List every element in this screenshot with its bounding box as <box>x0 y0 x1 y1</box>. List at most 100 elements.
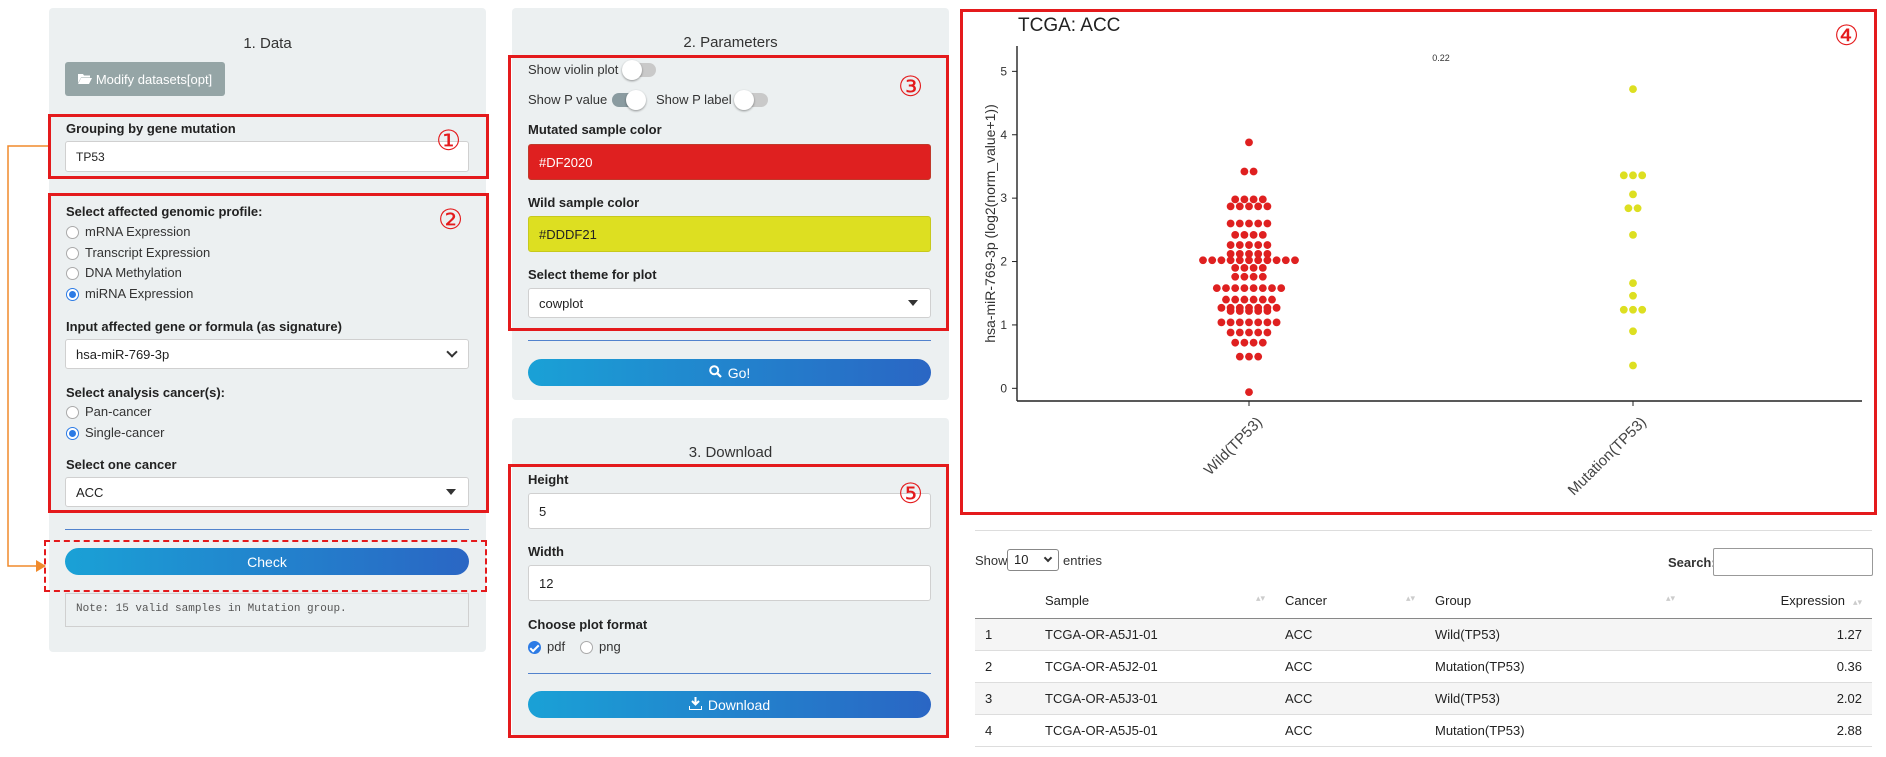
divider <box>528 673 931 674</box>
data-point <box>1281 256 1290 265</box>
divider <box>65 529 469 530</box>
data-point <box>1217 256 1226 265</box>
data-point <box>1249 195 1258 204</box>
data-point <box>1245 241 1253 249</box>
table-row[interactable]: 4 TCGA-OR-A5J5-01 ACC Mutation(TP53) 2.88 <box>975 714 1872 747</box>
entries-select[interactable]: 10 <box>1007 549 1059 571</box>
annotation-arrow <box>7 145 48 572</box>
data-point <box>1240 195 1249 204</box>
signature-select[interactable]: hsa-miR-769-3p <box>65 339 469 369</box>
results-table: Sample ▴▾ Cancer ▴▾ Group ▴▾ Expression ▴▾ 1 TCG… <box>975 584 1872 747</box>
profile-radio-2[interactable] <box>66 267 79 280</box>
table-row[interactable]: 3 TCGA-OR-A5J3-01 ACC Wild(TP53) 2.02 <box>975 682 1872 715</box>
mutated-color-input[interactable]: #DF2020 <box>528 144 931 180</box>
height-input[interactable]: 5 <box>528 493 931 529</box>
theme-value: cowplot <box>539 295 584 311</box>
column-header[interactable] <box>975 584 1035 619</box>
profile-option-label: Transcript Expression <box>85 244 211 260</box>
wild-color-value: #DDDF21 <box>539 226 597 242</box>
search-label: Search: <box>1668 555 1716 570</box>
gene-input[interactable]: TP53 <box>65 141 469 172</box>
profile-radio-3[interactable] <box>66 287 79 301</box>
analysis-option-label: Pan-cancer <box>85 404 152 419</box>
data-point <box>1240 284 1249 293</box>
download-panel-title: 3. Download <box>688 444 773 461</box>
table-row[interactable]: 1 TCGA-OR-A5J1-01 ACC Wild(TP53) 1.27 <box>975 618 1872 651</box>
table-cell: 0.36 <box>1685 650 1872 683</box>
data-point <box>1254 250 1263 258</box>
data-point <box>1272 256 1281 265</box>
data-point <box>1258 263 1267 272</box>
data-point <box>1226 307 1235 315</box>
check-button[interactable]: Check <box>65 548 469 575</box>
pvalue-label: Show P value <box>528 92 608 107</box>
wild-color-input[interactable]: #DDDF21 <box>528 216 931 252</box>
width-input[interactable]: 12 <box>528 565 931 601</box>
profile-option-label: miRNA Expression <box>85 285 194 301</box>
column-header[interactable]: Group ▴▾ <box>1425 584 1685 619</box>
column-header[interactable]: Cancer ▴▾ <box>1275 584 1425 619</box>
data-point <box>1258 338 1267 347</box>
data-point <box>1263 256 1272 265</box>
cancer-select[interactable]: ACC <box>65 477 469 507</box>
plabel-toggle[interactable] <box>734 90 768 110</box>
mutated-color-value: #DF2020 <box>539 154 593 170</box>
violin-toggle[interactable] <box>622 60 656 80</box>
profile-radio-0[interactable] <box>66 226 79 239</box>
profile-option-label: mRNA Expression <box>85 224 191 239</box>
data-point <box>1245 388 1253 397</box>
annotation-marker-1: ① <box>436 124 462 157</box>
analysis-label: Select analysis cancer(s): <box>66 385 225 400</box>
analysis-radio-1[interactable] <box>66 426 79 440</box>
cancer-value: ACC <box>76 484 104 500</box>
modify-datasets-button[interactable]: Modify datasets[opt] <box>65 62 225 96</box>
data-point <box>1263 328 1272 337</box>
format-option-png[interactable] <box>580 641 593 654</box>
data-point <box>1263 250 1272 258</box>
data-point <box>1240 272 1249 281</box>
download-button[interactable]: Download <box>528 691 931 718</box>
table-search-input[interactable] <box>1713 548 1873 576</box>
data-point <box>1226 241 1235 249</box>
data-point <box>1629 327 1637 336</box>
column-header[interactable]: Expression ▴▾ <box>1685 584 1872 619</box>
data-point <box>1629 85 1637 94</box>
data-point <box>1231 284 1240 293</box>
dot-plot-chart: TCGA: ACC 0 1 2 3 4 5 hsa-miR-769-3p (log2(nor… <box>982 15 1862 499</box>
signature-label: Input affected gene or formula (as signa… <box>66 319 342 334</box>
download-button-label: Download <box>707 696 771 713</box>
entries-label: entries <box>1063 553 1103 568</box>
annotation-marker-2: ② <box>438 203 464 236</box>
search-icon <box>708 364 722 381</box>
theme-select[interactable]: cowplot <box>528 288 931 318</box>
table-cell: ACC <box>1275 650 1425 683</box>
data-point <box>1245 307 1253 315</box>
note-box: Note: 15 valid samples in Mutation group… <box>65 593 469 627</box>
data-point <box>1199 256 1207 265</box>
pvalue-toggle[interactable] <box>612 90 646 110</box>
data-point <box>1245 328 1253 337</box>
data-point <box>1231 338 1240 347</box>
divider <box>975 530 1872 531</box>
data-point <box>1212 284 1221 293</box>
sort-icon: ▴▾ <box>1255 593 1265 604</box>
data-point <box>1226 250 1235 258</box>
data-point <box>1245 219 1253 228</box>
folder-open-icon <box>77 72 92 87</box>
format-option-pdf[interactable] <box>528 641 541 654</box>
column-header[interactable]: Sample ▴▾ <box>1035 584 1275 619</box>
data-point <box>1254 352 1263 361</box>
profile-radio-1[interactable] <box>66 246 79 260</box>
data-point <box>1226 328 1235 337</box>
data-point <box>1240 167 1249 176</box>
analysis-radio-0[interactable] <box>66 406 79 419</box>
data-point <box>1258 295 1267 304</box>
table-cell: 3 <box>975 682 1035 715</box>
table-row[interactable]: 2 TCGA-OR-A5J2-01 ACC Mutation(TP53) 0.36 <box>975 650 1872 683</box>
data-point <box>1249 263 1258 272</box>
table-cell: 2 <box>975 650 1035 683</box>
data-point <box>1240 263 1249 272</box>
annotation-box-3 <box>508 55 949 331</box>
data-point <box>1254 307 1263 315</box>
go-button[interactable]: Go! <box>528 359 931 386</box>
